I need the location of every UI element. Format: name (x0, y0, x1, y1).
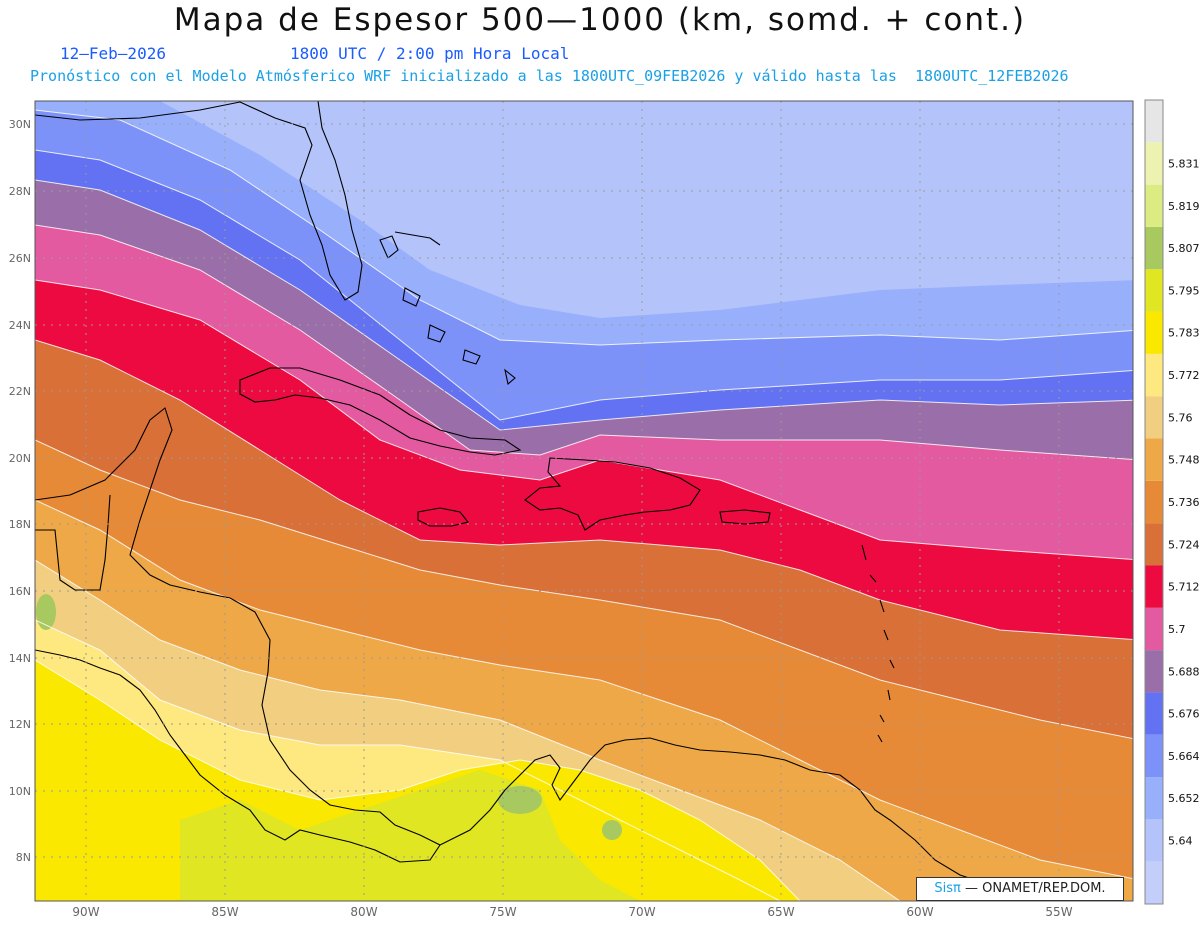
lesser-antilles (861, 544, 895, 743)
map-frame (34, 100, 1134, 902)
lon-tick-label: 85W (211, 905, 238, 919)
lat-tick-label: 22N (9, 385, 31, 398)
band-5-712 (35, 225, 1133, 560)
colorbar-swatch (1145, 692, 1163, 735)
colorbar-swatch (1145, 100, 1163, 143)
colorbar-swatch (1145, 734, 1163, 778)
credit-box: Sisπ — ONAMET/REP.DOM. (916, 877, 1124, 901)
credit-org: — ONAMET/REP.DOM. (965, 881, 1106, 896)
colorbar-level-label: 5.783 (1168, 327, 1200, 340)
lon-tick-label: 80W (350, 905, 377, 919)
colorbar-swatch (1145, 819, 1163, 862)
colorbar-level-label: 5.676 (1168, 708, 1200, 721)
colorbar-swatch (1145, 396, 1163, 439)
lat-tick-label: 18N (9, 518, 31, 531)
colorbar-level-label: 5.831 (1168, 157, 1200, 170)
lon-tick-label: 55W (1045, 905, 1072, 919)
puerto-rico (719, 509, 771, 525)
lat-tick-label: 20N (9, 452, 31, 465)
colorbar-swatch (1145, 861, 1163, 904)
colorbar-level-label: 5.652 (1168, 792, 1200, 805)
lat-tick-label: 26N (9, 252, 31, 265)
yucatan-central-america (35, 407, 441, 863)
cuba (239, 367, 522, 456)
band-5-819-patch (602, 820, 622, 840)
colorbar-level-label: 5.819 (1168, 200, 1200, 213)
colorbar-swatch (1145, 311, 1163, 354)
colorbar-level-label: 5.736 (1168, 496, 1200, 509)
colorbar-swatch (1145, 269, 1163, 312)
colorbar-level-label: 5.76 (1168, 411, 1193, 424)
colorbar: 5.64 5.652 5.664 5.676 5.688 5.7 5.712 5.724 5.7… (1144, 99, 1200, 905)
florida-coast (239, 101, 363, 301)
lon-tick-label: 65W (767, 905, 794, 919)
forecast-time: 1800 UTC / 2:00 pm Hora Local (290, 44, 570, 63)
colorbar-level-label: 5.712 (1168, 581, 1200, 594)
colorbar-swatch (1145, 607, 1163, 651)
gulf-coast (35, 101, 241, 121)
colorbar-frame (1144, 99, 1164, 905)
band-5-676 (35, 110, 1133, 420)
lat-tick-label: 10N (9, 785, 31, 798)
band-5-724 (35, 280, 1133, 640)
lon-tick-label: 90W (72, 905, 99, 919)
lat-tick-label: 28N (9, 185, 31, 198)
lon-tick-label: 60W (906, 905, 933, 919)
band-5-664 (35, 101, 1133, 345)
hispaniola (524, 457, 701, 531)
lat-tick-label: 24N (9, 319, 31, 332)
band-5-652 (35, 101, 1133, 340)
lat-tick-label: 14N (9, 652, 31, 665)
colorbar-swatch (1145, 777, 1163, 820)
forecast-date: 12—Feb—2026 (60, 44, 166, 63)
lat-axis: 30N 28N 26N 24N 22N 20N 18N 16N 14N 12N … (9, 118, 31, 864)
lat-lon-grid (35, 101, 1133, 901)
lat-tick-label: 12N (9, 718, 31, 731)
colorbar-swatch (1145, 480, 1163, 524)
sispi-logo: Sisπ (934, 881, 961, 896)
map-title: Mapa de Espesor 500—1000 (km, somd. + co… (173, 2, 1027, 38)
lat-tick-label: 30N (9, 118, 31, 131)
colorbar-level-label: 5.64 (1168, 835, 1193, 848)
colorbar-swatch (1145, 438, 1163, 481)
lat-tick-label: 8N (16, 851, 31, 864)
thickness-contour-fills (35, 101, 1133, 901)
colorbar-swatch (1145, 142, 1163, 185)
colorbar-level-label: 5.748 (1168, 454, 1200, 467)
colorbar-swatch (1145, 565, 1163, 608)
colorbar-level-label: 5.7 (1168, 623, 1186, 636)
colorbar-level-label: 5.724 (1168, 538, 1200, 551)
colorbar-swatch (1145, 226, 1163, 270)
colorbar-swatch (1145, 650, 1163, 693)
lon-tick-label: 75W (489, 905, 516, 919)
band-5-819-patch (498, 786, 542, 814)
colorbar-swatch (1145, 184, 1163, 227)
colorbar-level-label: 5.772 (1168, 369, 1200, 382)
colorbar-level-label: 5.807 (1168, 242, 1200, 255)
colorbar-level-label: 5.664 (1168, 750, 1200, 763)
colorbar-level-label: 5.688 (1168, 665, 1200, 678)
lon-axis: 90W 85W 80W 75W 70W 65W 60W 55W (72, 905, 1072, 919)
coastlines (35, 101, 1061, 901)
lon-tick-label: 70W (628, 905, 655, 919)
band-5-819-patch (36, 594, 56, 630)
south-america-coast (439, 737, 1061, 901)
colorbar-level-label: 5.795 (1168, 284, 1200, 297)
colorbar-swatch (1145, 353, 1163, 397)
bahamas (379, 231, 516, 386)
colorbar-swatch (1145, 523, 1163, 566)
mexico-border (35, 494, 111, 591)
lat-tick-label: 16N (9, 585, 31, 598)
forecast-subtitle: Pronóstico con el Modelo Atmósferico WRF… (30, 67, 1069, 85)
